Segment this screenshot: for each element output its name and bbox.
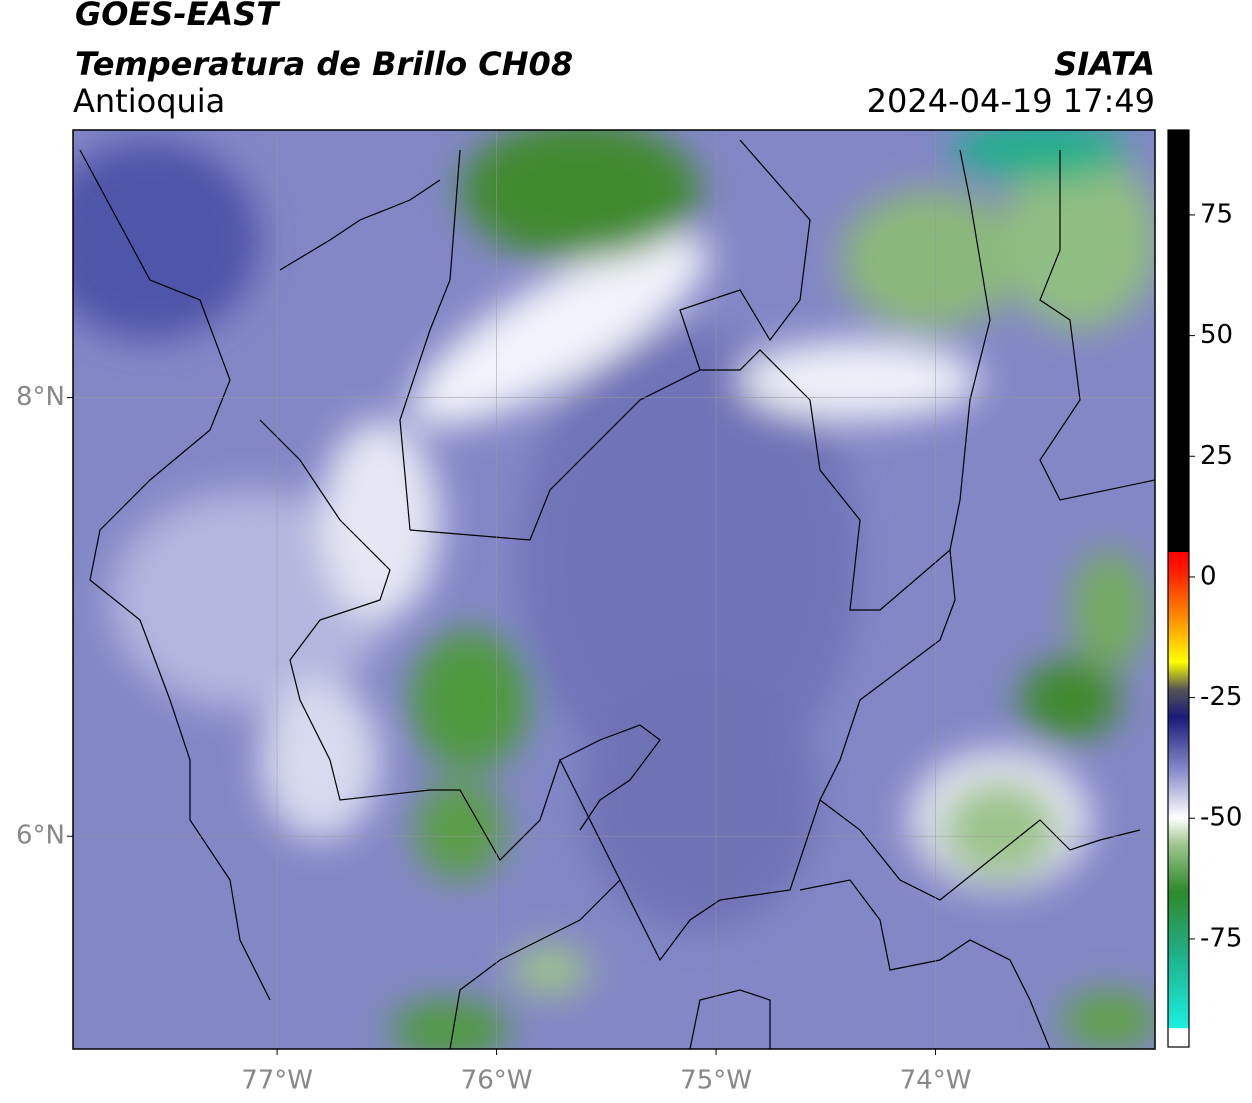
colorbar-tick-label: 50 xyxy=(1200,320,1233,350)
colorbar-tick-label: -50 xyxy=(1200,803,1242,833)
satellite-image xyxy=(73,130,1155,1049)
map-frame xyxy=(72,129,1156,1050)
colorbar-tick-label: -75 xyxy=(1200,923,1242,953)
datetime: 2024-04-19 17:49 xyxy=(867,82,1155,120)
title: GOES-EAST xyxy=(75,0,280,33)
colorbar-tick-label: -25 xyxy=(1200,682,1242,712)
subtitle: Temperatura de Brillo CH08 xyxy=(75,45,573,83)
y-tick-label: 6°N xyxy=(16,821,65,851)
x-tick-label: 76°W xyxy=(461,1066,533,1096)
colorbar-tick-label: 75 xyxy=(1200,199,1233,229)
colorbar xyxy=(1167,129,1190,1048)
graticule xyxy=(73,130,1155,1049)
x-tick-label: 75°W xyxy=(680,1066,752,1096)
colorbar-tick-label: 25 xyxy=(1200,441,1233,471)
x-tick-label: 77°W xyxy=(241,1066,313,1096)
x-tick-label: 74°W xyxy=(900,1066,972,1096)
region: Antioquia xyxy=(73,82,225,120)
y-tick-label: 8°N xyxy=(16,382,65,412)
agency: SIATA xyxy=(1054,45,1155,83)
colorbar-tick-label: 0 xyxy=(1200,561,1217,591)
